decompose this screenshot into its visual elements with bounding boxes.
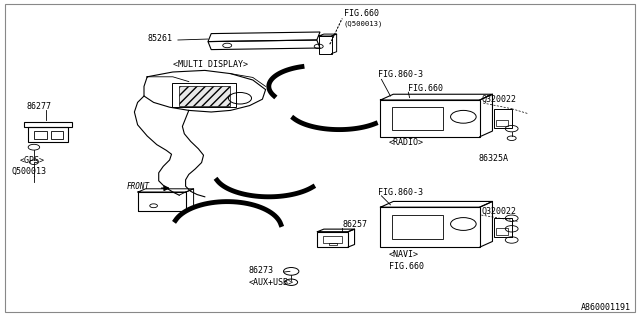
Bar bbox=[380, 207, 480, 247]
Bar bbox=[319, 36, 332, 53]
Text: 85261: 85261 bbox=[148, 34, 173, 43]
Text: FIG.660: FIG.660 bbox=[408, 84, 444, 93]
Text: 86277: 86277 bbox=[27, 102, 52, 111]
Text: A860001191: A860001191 bbox=[580, 303, 630, 312]
Text: <MULTI DISPLAY>: <MULTI DISPLAY> bbox=[173, 60, 248, 69]
Text: 86257: 86257 bbox=[342, 220, 367, 229]
Bar bbox=[51, 131, 63, 139]
Bar bbox=[28, 127, 68, 142]
Bar bbox=[494, 109, 512, 128]
Text: Q500013: Q500013 bbox=[12, 167, 47, 176]
Text: <NAVI>: <NAVI> bbox=[389, 250, 419, 259]
Bar bbox=[380, 100, 480, 137]
Text: FIG.660: FIG.660 bbox=[389, 262, 424, 271]
Bar bbox=[179, 86, 230, 106]
Text: FIG.860-3: FIG.860-3 bbox=[378, 70, 422, 79]
Text: Q320022: Q320022 bbox=[481, 95, 516, 104]
Text: <RADIO>: <RADIO> bbox=[389, 138, 424, 147]
Text: FRONT: FRONT bbox=[127, 182, 150, 191]
Bar bbox=[329, 243, 337, 245]
Bar bbox=[497, 228, 508, 235]
Bar bbox=[34, 131, 47, 139]
Text: 86273: 86273 bbox=[248, 266, 273, 275]
Bar bbox=[323, 236, 342, 243]
Text: <GPS>: <GPS> bbox=[19, 156, 44, 165]
Bar bbox=[392, 107, 443, 130]
Bar bbox=[317, 232, 348, 247]
Text: <AUX+USB>: <AUX+USB> bbox=[248, 278, 293, 287]
Bar bbox=[497, 120, 508, 126]
Text: 86325A: 86325A bbox=[479, 154, 509, 163]
Text: Q320022: Q320022 bbox=[481, 207, 516, 216]
Text: (Q500013): (Q500013) bbox=[344, 20, 383, 27]
Bar bbox=[24, 122, 72, 127]
Bar bbox=[392, 215, 443, 239]
Bar bbox=[172, 83, 236, 107]
Bar bbox=[138, 192, 186, 211]
Bar bbox=[138, 192, 186, 211]
Bar bbox=[494, 218, 512, 237]
Text: FIG.860-3: FIG.860-3 bbox=[378, 188, 422, 196]
Text: FIG.660: FIG.660 bbox=[344, 9, 379, 18]
